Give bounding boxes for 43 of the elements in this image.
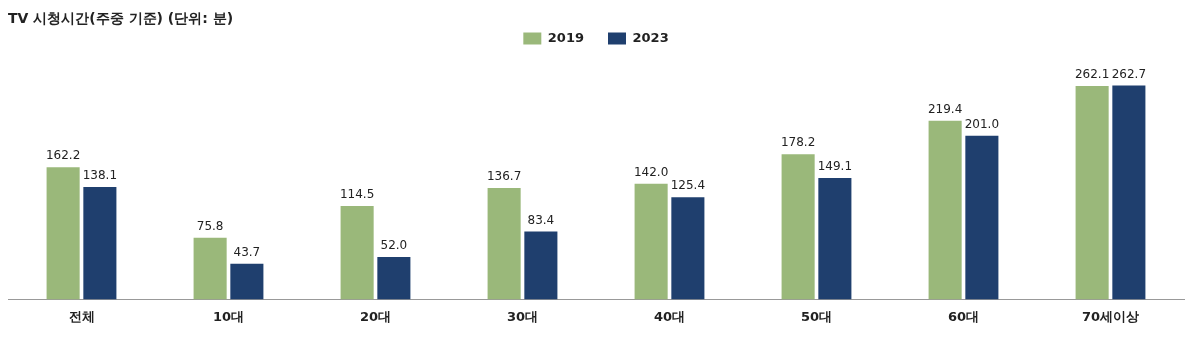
bar bbox=[230, 263, 264, 300]
x-tick-label: 10대 bbox=[212, 308, 245, 324]
data-label: 178.2 bbox=[780, 135, 816, 150]
legend-label: 2019 bbox=[547, 29, 585, 45]
bar bbox=[193, 237, 227, 300]
x-tick-label: 40대 bbox=[653, 308, 686, 324]
x-tick-label: 30대 bbox=[506, 308, 539, 324]
data-label: 83.4 bbox=[527, 212, 555, 227]
bar bbox=[634, 183, 668, 300]
bar bbox=[377, 257, 411, 300]
x-tick-label: 60대 bbox=[947, 308, 980, 324]
x-tick-label: 50대 bbox=[800, 308, 833, 324]
bar bbox=[1075, 85, 1109, 300]
bar bbox=[781, 154, 815, 300]
data-label: 138.1 bbox=[82, 168, 118, 183]
data-label: 262.7 bbox=[1111, 66, 1147, 81]
x-tick-label: 전체 bbox=[68, 308, 95, 324]
bar bbox=[965, 135, 999, 300]
bar bbox=[487, 188, 521, 300]
data-label: 114.5 bbox=[339, 187, 375, 202]
bar bbox=[46, 167, 80, 300]
bar bbox=[818, 177, 852, 300]
data-label: 136.7 bbox=[486, 169, 522, 184]
bar bbox=[928, 120, 962, 300]
x-tick-label: 20대 bbox=[359, 308, 392, 324]
data-label: 219.4 bbox=[927, 101, 963, 116]
x-tick-label: 70세이상 bbox=[1081, 308, 1140, 324]
data-label: 75.8 bbox=[196, 218, 224, 233]
bar bbox=[524, 231, 558, 300]
data-label: 52.0 bbox=[380, 238, 408, 253]
data-label: 142.0 bbox=[633, 164, 669, 179]
data-label: 262.1 bbox=[1074, 67, 1110, 81]
bar bbox=[1112, 85, 1146, 300]
data-label: 125.4 bbox=[670, 178, 706, 193]
data-label: 43.7 bbox=[233, 244, 261, 259]
chart-title: TV 시청시간(주중 기준) (단위: 분) bbox=[8, 10, 234, 28]
data-label: 149.1 bbox=[817, 159, 853, 174]
data-label: 162.2 bbox=[45, 148, 81, 163]
data-label: 201.0 bbox=[964, 116, 1000, 131]
bar bbox=[83, 186, 117, 300]
bar bbox=[671, 197, 705, 300]
legend-label: 2023 bbox=[632, 29, 669, 45]
bar bbox=[340, 206, 374, 300]
